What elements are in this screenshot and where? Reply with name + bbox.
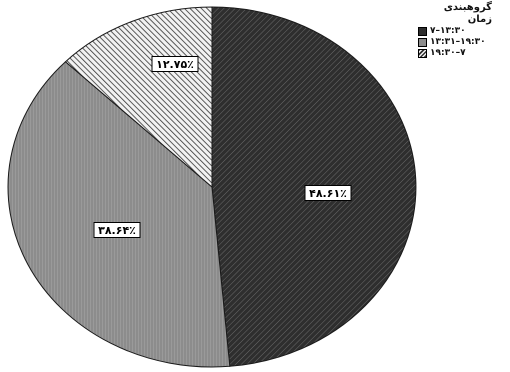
data-label-box-1 (93, 222, 141, 238)
legend: گروهبندی زمان ۷–۱۳:۳۰ ۱۳:۳۱–۱۹:۳۰ ۱۹:۳۰–… (418, 2, 510, 59)
data-label-2: ۱۲.۷۵٪ (156, 58, 194, 71)
legend-swatch-0 (418, 27, 427, 36)
legend-item-2: ۱۹:۳۰–۷ (418, 48, 510, 59)
legend-title: گروهبندی زمان (443, 2, 492, 25)
data-label-0: ۴۸.۶۱٪ (309, 187, 347, 200)
data-label-box-0 (304, 185, 352, 201)
legend-label-1: ۱۳:۳۱–۱۹:۳۰ (430, 37, 486, 47)
pie-slice-1 (7, 61, 231, 368)
data-label-box-2 (151, 56, 199, 72)
data-label-1: ۳۸.۶۴٪ (98, 224, 136, 237)
legend-label-2: ۱۹:۳۰–۷ (430, 48, 466, 58)
legend-label-0: ۷–۱۳:۳۰ (430, 26, 466, 36)
legend-item-1: ۱۳:۳۱–۱۹:۳۰ (418, 37, 510, 48)
pie-slice-2 (64, 6, 213, 189)
legend-swatch-2 (418, 49, 427, 58)
legend-item-0: ۷–۱۳:۳۰ (418, 26, 510, 37)
legend-swatch-1 (418, 38, 427, 47)
